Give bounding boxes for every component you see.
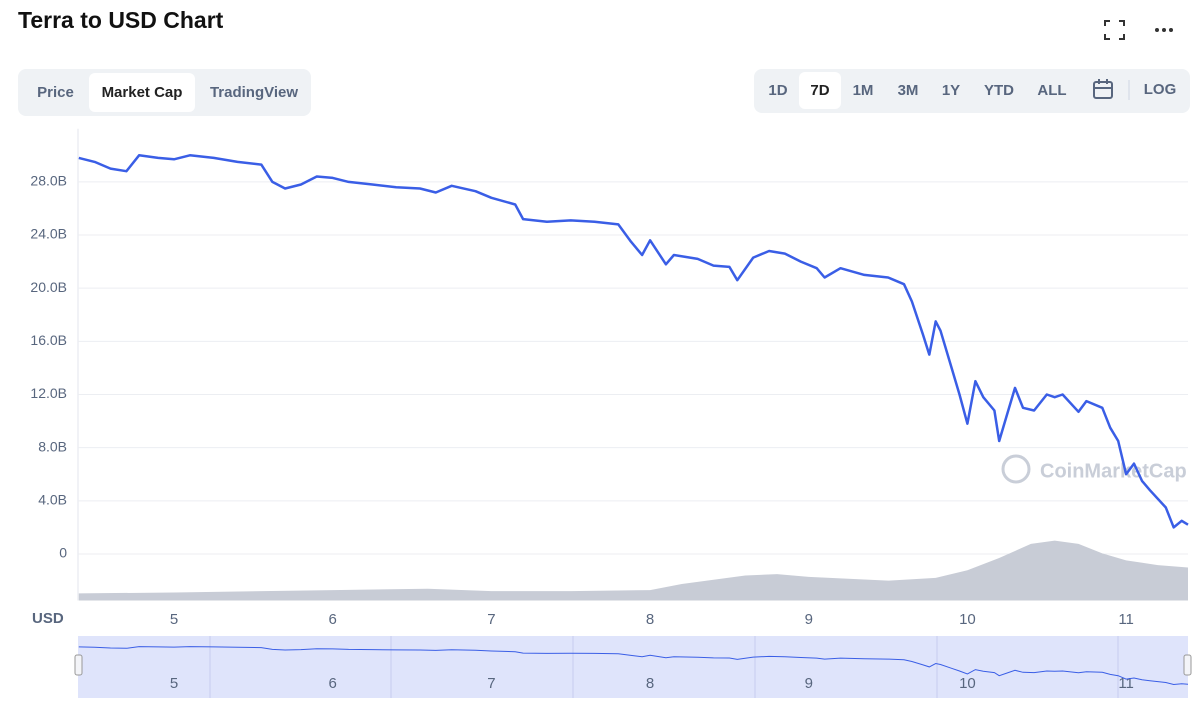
tab[interactable]: TradingView bbox=[210, 84, 298, 101]
x-tick-label: 10 bbox=[959, 611, 976, 628]
range-button[interactable]: ALL bbox=[1037, 82, 1066, 99]
range-group bbox=[754, 69, 1190, 113]
y-tick-label: 16.0B bbox=[30, 332, 67, 348]
y-tick-label: 8.0B bbox=[38, 438, 67, 454]
navigator-handle[interactable] bbox=[1183, 654, 1192, 676]
range-button[interactable]: YTD bbox=[984, 82, 1014, 99]
tab[interactable]: Market Cap bbox=[102, 84, 183, 101]
tab-active-bg bbox=[89, 73, 195, 112]
y-tick-label: 24.0B bbox=[30, 226, 67, 242]
range-button[interactable]: 1D bbox=[768, 82, 787, 99]
range-button[interactable]: 1M bbox=[853, 82, 874, 99]
y-tick-label: 0 bbox=[59, 545, 67, 561]
tab[interactable]: Price bbox=[37, 84, 74, 101]
x-tick-label: 11 bbox=[1118, 611, 1134, 628]
navigator-tick-label: 8 bbox=[646, 675, 654, 692]
x-tick-label: 7 bbox=[487, 611, 495, 628]
fullscreen-icon[interactable] bbox=[1104, 20, 1125, 40]
more-icon[interactable] bbox=[1155, 28, 1173, 32]
navigator-tick-label: 9 bbox=[805, 675, 813, 692]
watermark: CoinMarketCap bbox=[1040, 460, 1187, 482]
x-tick-label: 5 bbox=[170, 611, 178, 628]
navigator-line bbox=[78, 646, 1189, 686]
log-button[interactable]: LOG bbox=[1144, 81, 1177, 98]
chart-title: Terra to USD Chart bbox=[18, 7, 224, 33]
navigator bbox=[78, 636, 1188, 698]
range-button[interactable]: 1Y bbox=[942, 82, 960, 99]
y-tick-label: 20.0B bbox=[30, 279, 67, 295]
x-tick-label: 8 bbox=[646, 611, 654, 628]
navigator-handle[interactable] bbox=[74, 654, 83, 676]
navigator-tick-label: 11 bbox=[1118, 675, 1134, 692]
navigator-dividers bbox=[209, 636, 1119, 698]
volume-area bbox=[78, 540, 1188, 601]
x-tick-label: 6 bbox=[329, 611, 337, 628]
y-tick-label: 4.0B bbox=[38, 492, 67, 508]
watermark-logo bbox=[1001, 454, 1031, 484]
price-line bbox=[78, 154, 1189, 529]
y-tick-label: 12.0B bbox=[30, 385, 67, 401]
navigator-tick-label: 10 bbox=[959, 675, 976, 692]
navigator-tick-label: 5 bbox=[170, 675, 178, 692]
range-button[interactable]: 7D bbox=[810, 82, 829, 99]
navigator-tick-label: 7 bbox=[487, 675, 495, 692]
y-tick-label: 28.0B bbox=[30, 173, 67, 189]
range-active-bg bbox=[799, 72, 841, 109]
calendar-icon[interactable] bbox=[1093, 79, 1113, 99]
navigator-tick-label: 6 bbox=[329, 675, 337, 692]
x-tick-label: 9 bbox=[805, 611, 813, 628]
y-axis-label: USD bbox=[32, 610, 64, 627]
range-button[interactable]: 3M bbox=[898, 82, 919, 99]
